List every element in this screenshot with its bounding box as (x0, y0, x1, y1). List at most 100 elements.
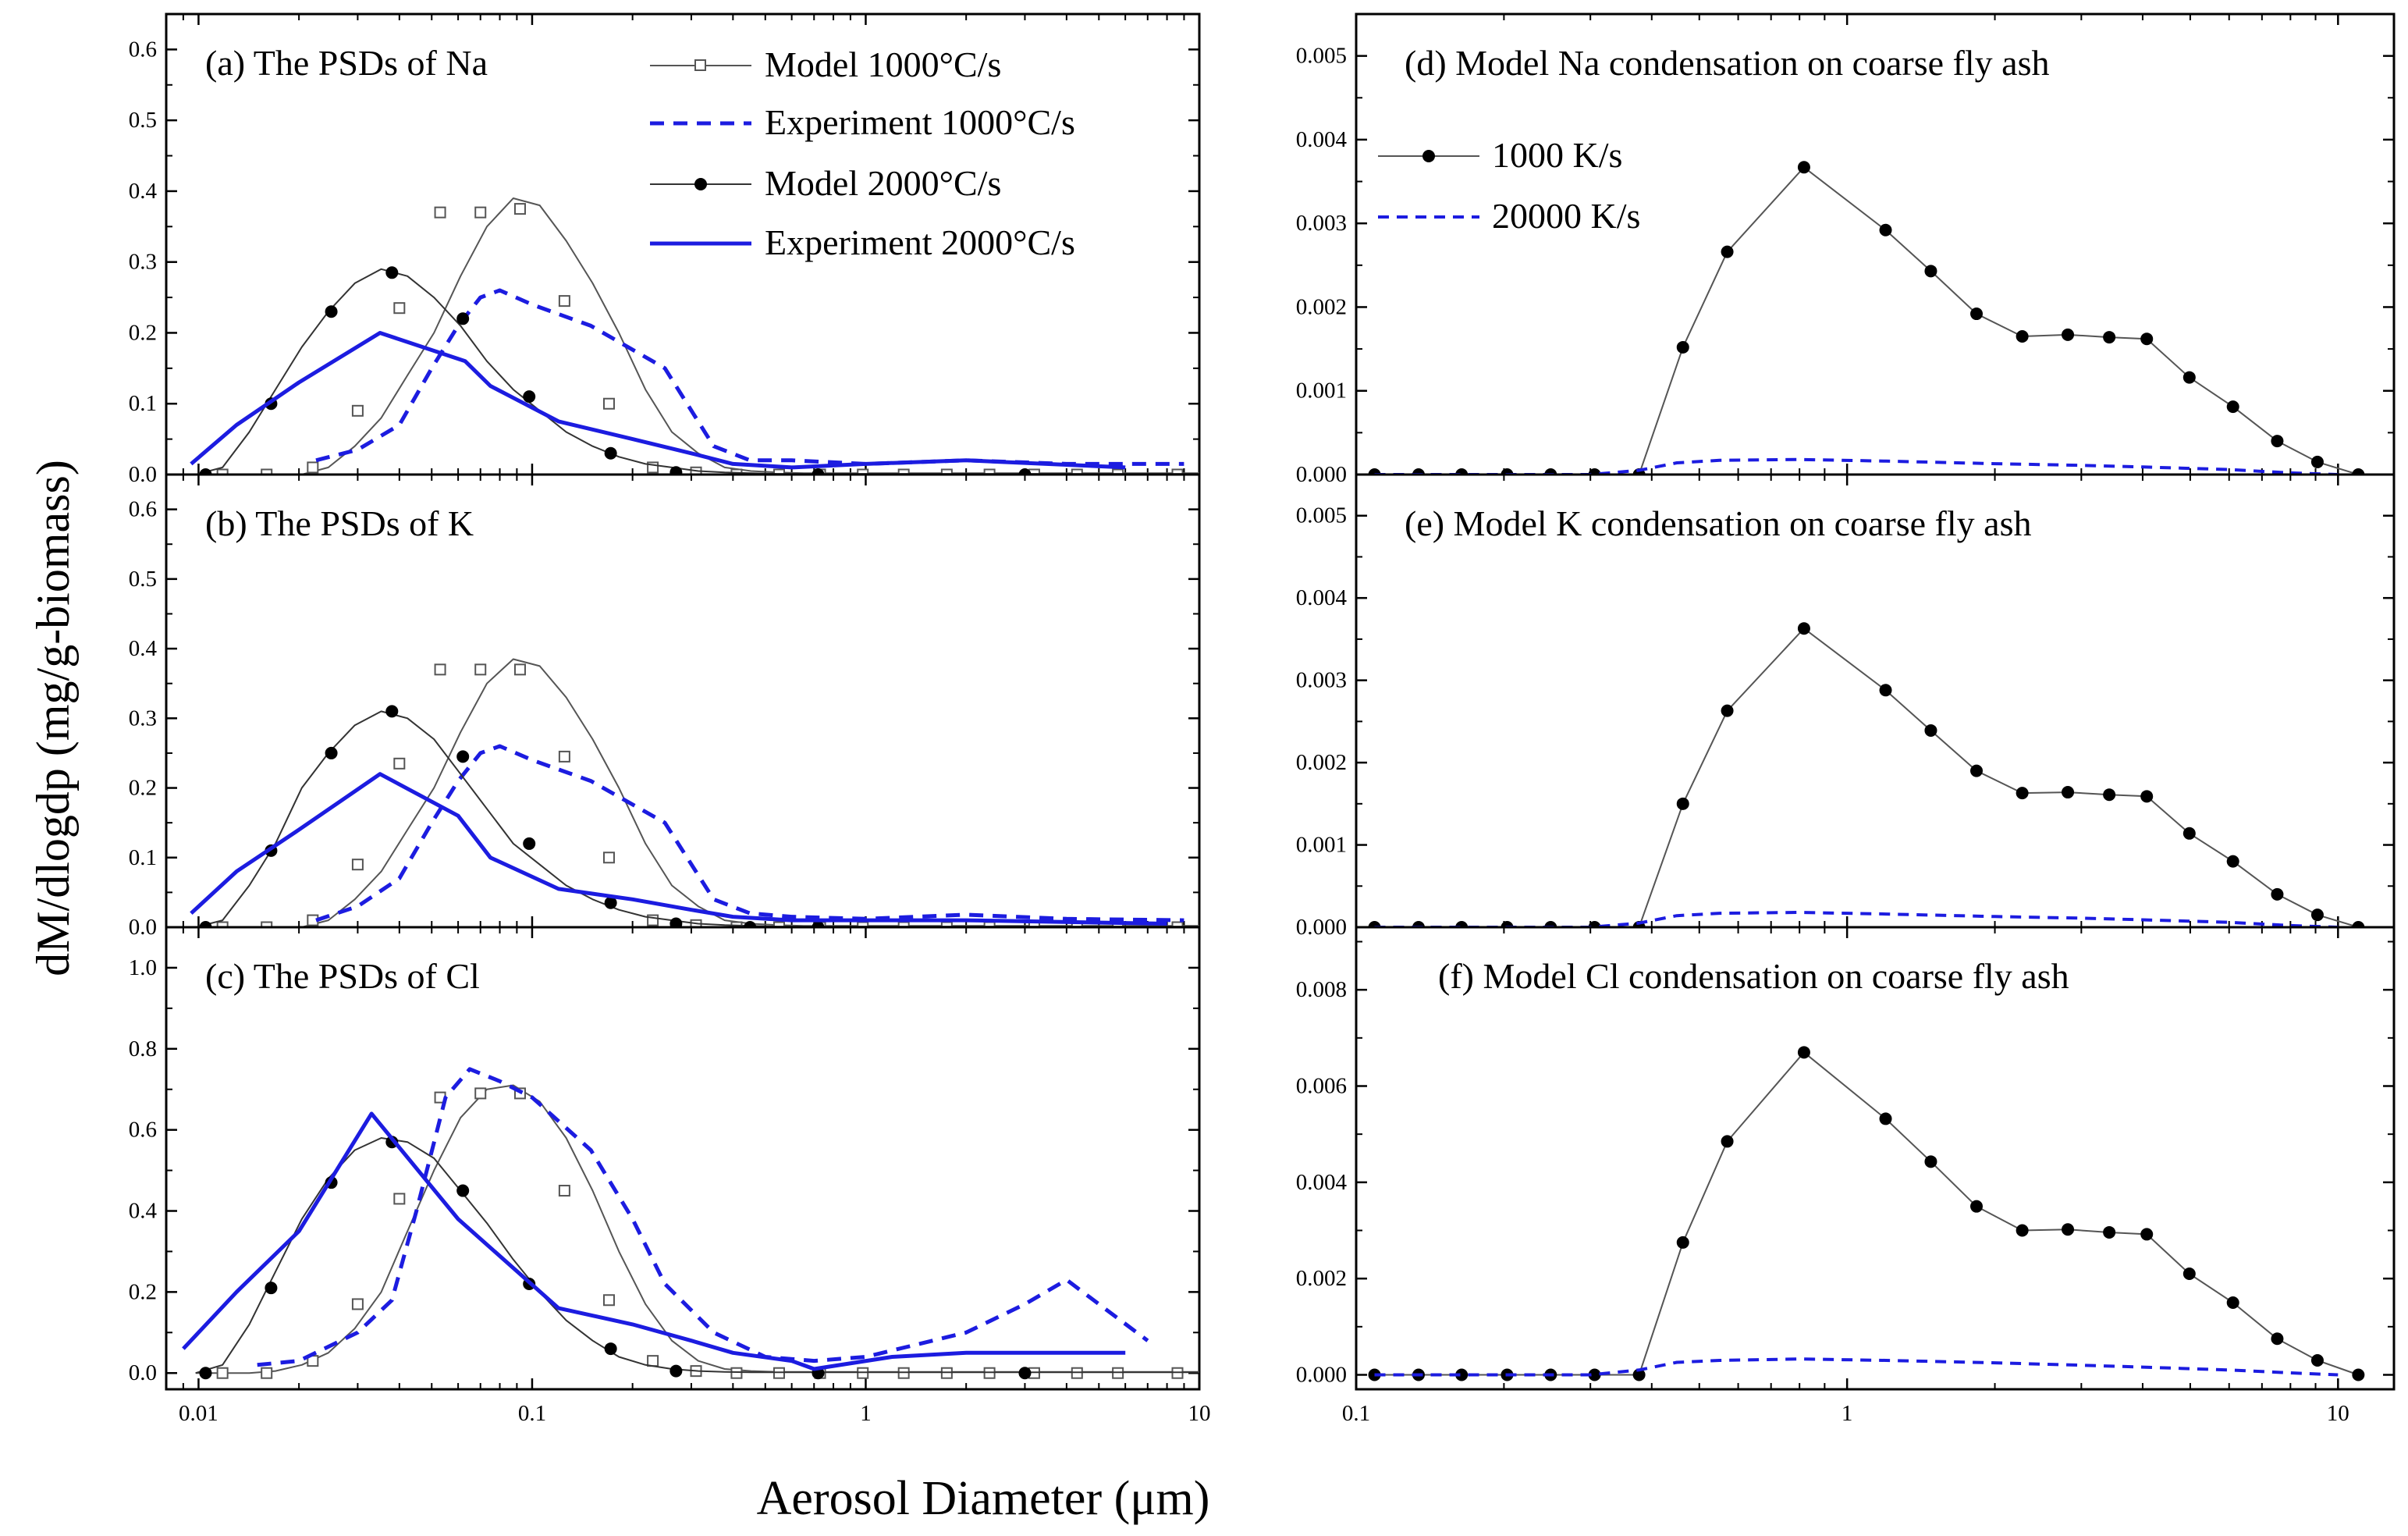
data-point (897, 468, 910, 475)
data-point (940, 468, 953, 475)
legend-label: Experiment 2000°C/s (765, 222, 1075, 262)
panel-f-frame (1355, 926, 2396, 1391)
data-point (1924, 724, 1937, 737)
data-point (1721, 1135, 1734, 1148)
data-point (2016, 1224, 2029, 1237)
data-point (1721, 704, 1734, 717)
y-tick-label: 0.4 (129, 179, 158, 204)
data-point (602, 1294, 615, 1307)
y-tick-label: 0.002 (1296, 750, 1347, 775)
data-point (1171, 468, 1184, 475)
data-point (1879, 1112, 1892, 1125)
data-point (216, 468, 229, 475)
data-point (434, 663, 446, 676)
data-point (2352, 921, 2365, 927)
legend-label: Model 1000°C/s (765, 44, 1001, 84)
data-point (1171, 1367, 1184, 1379)
series-line (1374, 911, 2339, 927)
y-tick-label: 0.1 (129, 391, 157, 416)
data-point (456, 312, 470, 325)
data-point (2310, 1354, 2324, 1367)
y-tick-label: 1.0 (129, 955, 157, 980)
data-point (1970, 764, 1984, 777)
y-tick-label: 0.003 (1296, 668, 1347, 693)
data-point (2062, 1223, 2075, 1236)
data-point (558, 295, 570, 308)
y-tick-label: 0.3 (129, 706, 157, 731)
y-tick-label: 0.8 (129, 1036, 157, 1061)
y-tick-label: 0.1 (129, 845, 157, 870)
data-point (2182, 827, 2196, 840)
data-point (2140, 790, 2154, 803)
data-point (325, 746, 338, 759)
y-tick-label: 0.004 (1296, 127, 1348, 152)
y-axis-label: dM/dlogdp (mg/g-biomass) (27, 460, 79, 976)
data-point (2310, 455, 2324, 468)
data-point (604, 446, 617, 460)
series-line (190, 772, 1167, 926)
panel-d-title: (d) Model Na condensation on coarse fly … (1405, 43, 2049, 83)
data-point (1455, 1368, 1469, 1381)
data-point (351, 1298, 364, 1310)
panel-e-title: (e) Model K condensation on coarse fly a… (1405, 503, 2031, 543)
panel-c-title: (c) The PSDs of Cl (205, 956, 480, 996)
panel-c-frame (165, 926, 1201, 1391)
data-point (393, 757, 406, 770)
series-line (1374, 457, 2339, 475)
data-point (1879, 223, 1892, 236)
panel-a-title: (a) The PSDs of Na (205, 43, 488, 83)
data-point (385, 705, 399, 718)
data-point (513, 663, 526, 676)
data-point (1018, 1367, 1032, 1380)
x-axis-label: Aerosol Diameter (μm) (757, 1472, 1210, 1525)
series-line (1374, 1357, 2339, 1377)
data-point (2103, 1225, 2116, 1239)
data-point (2140, 332, 2154, 346)
data-point (385, 266, 399, 279)
data-point (2182, 1268, 2196, 1280)
data-point (983, 1367, 996, 1379)
data-point (2352, 468, 2365, 475)
data-point (474, 1087, 487, 1100)
data-point (983, 468, 996, 475)
y-tick-label: 0.001 (1296, 833, 1347, 858)
data-point (1588, 921, 1601, 927)
data-point (558, 1185, 570, 1197)
data-point (857, 468, 869, 475)
data-point (1171, 921, 1184, 927)
data-point (1797, 622, 1810, 635)
y-tick-label: 0.000 (1296, 462, 1347, 487)
x-tick-label: 10 (2327, 1401, 2349, 1426)
data-point (602, 397, 615, 410)
y-tick-label: 0.008 (1296, 977, 1347, 1002)
data-point (351, 404, 364, 417)
y-tick-label: 0.3 (129, 250, 157, 275)
panels: 0.0 0.1 0.2 0.3 0.4 0.5 0.6 (a) The PSDs of Na M… (129, 12, 2396, 1426)
y-tick-label: 0.005 (1296, 503, 1347, 528)
series-line (1374, 628, 2359, 927)
panel-b: 0.0 0.1 0.2 0.3 0.4 0.5 0.6 (b) The PSDs of K (129, 473, 1201, 940)
data-point (1797, 1046, 1810, 1059)
y-tick-label: 0.000 (1296, 1363, 1347, 1388)
x-tick-label: 0.1 (1342, 1401, 1370, 1426)
y-tick-label: 0.000 (1296, 915, 1347, 940)
x-tick-label: 10 (1188, 1401, 1211, 1426)
data-point (1676, 797, 1689, 810)
data-point (602, 852, 615, 864)
data-point (1676, 340, 1689, 354)
data-point (216, 921, 229, 927)
data-point (261, 1367, 273, 1379)
data-point (265, 1282, 278, 1295)
data-point (647, 1355, 659, 1367)
panel-c-series (182, 1067, 1199, 1380)
data-point (812, 468, 825, 475)
series-line (1374, 166, 2359, 475)
data-point (1588, 1368, 1601, 1381)
data-point (2016, 330, 2029, 343)
data-point (2103, 788, 2116, 802)
y-tick-label: 0.002 (1296, 294, 1347, 319)
data-point (474, 206, 487, 219)
data-point (730, 1367, 743, 1379)
data-point (216, 1367, 229, 1379)
y-tick-label: 0.4 (129, 1199, 158, 1224)
